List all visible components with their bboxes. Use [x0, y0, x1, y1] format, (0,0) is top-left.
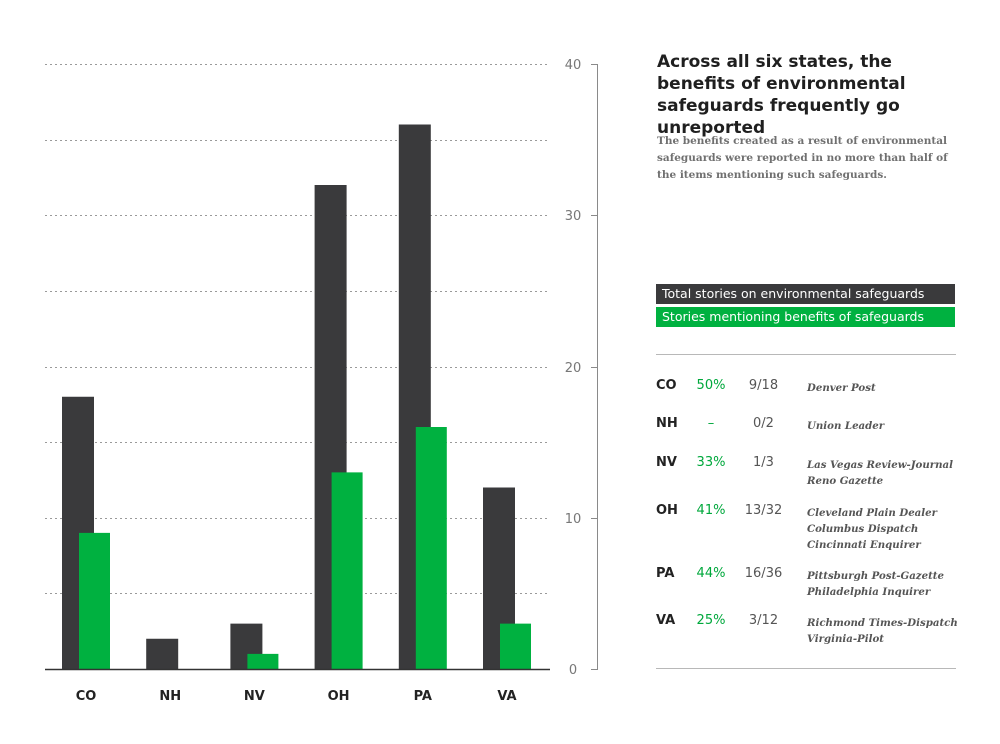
state-code: PA [656, 566, 675, 581]
legend-total-stories: Total stories on environmental safeguard… [656, 284, 955, 304]
legend-benefit-stories: Stories mentioning benefits of safeguard… [656, 307, 955, 327]
bar-benefit-nv [247, 653, 279, 669]
table-bottom-rule [656, 668, 956, 669]
newspaper-list: Las Vegas Review-Journal Reno Gazette [807, 457, 967, 489]
newspaper-list: Union Leader [807, 418, 967, 434]
story-fraction: 9/18 [748, 378, 779, 393]
benefit-percent: – [707, 416, 715, 431]
bar-benefit-va [500, 623, 531, 669]
state-code: VA [656, 613, 676, 628]
chart-title: Across all six states, the benefits of e… [657, 52, 906, 138]
chart-subtitle: The benefits created as a result of envi… [657, 135, 948, 181]
newspaper-name: Cincinnati Enquirer [807, 539, 921, 551]
state-code: CO [656, 378, 677, 393]
benefit-percent: 44% [696, 566, 726, 581]
benefit-percent: 41% [696, 503, 726, 518]
story-fraction: 1/3 [753, 455, 774, 470]
newspaper-name: Las Vegas Review-Journal [807, 459, 953, 471]
newspaper-name: Philadelphia Inquirer [807, 586, 931, 598]
bar-benefit-oh [331, 472, 363, 669]
story-fraction: 16/36 [744, 566, 783, 581]
x-tick-label: OH [328, 689, 350, 704]
state-code: NH [656, 416, 678, 431]
y-tick-label: 20 [565, 361, 582, 376]
bar-chart: 0 10 20 30 40 CO NH NV OH PA VA [45, 58, 598, 704]
story-fraction: 0/2 [753, 416, 774, 431]
story-fraction: 3/12 [748, 613, 779, 628]
newspaper-list: Pittsburgh Post-Gazette Philadelphia Inq… [807, 568, 967, 600]
bar-benefit-co [79, 532, 110, 669]
table-top-rule [656, 354, 956, 355]
x-tick-label: CO [76, 689, 97, 704]
x-tick-label: PA [414, 689, 432, 704]
gridlines [45, 64, 550, 594]
newspaper-name: Denver Post [807, 382, 876, 394]
y-tick-label: 40 [565, 58, 582, 73]
state-code: OH [656, 503, 678, 518]
bars [62, 124, 531, 669]
newspaper-name: Columbus Dispatch [807, 523, 919, 535]
newspaper-name: Reno Gazette [807, 475, 884, 487]
bar-total-nh [146, 638, 179, 669]
newspaper-name: Union Leader [807, 420, 885, 432]
bar-benefit-pa [415, 427, 447, 669]
state-code: NV [656, 455, 677, 470]
benefit-percent: 50% [696, 378, 726, 393]
x-tick-label: NH [159, 689, 181, 704]
story-fraction: 13/32 [744, 503, 783, 518]
newspaper-list: Denver Post [807, 380, 967, 396]
newspaper-list: Cleveland Plain Dealer Columbus Dispatch… [807, 505, 967, 553]
newspaper-name: Cleveland Plain Dealer [807, 507, 938, 519]
benefit-percent: 33% [696, 455, 726, 470]
y-tick-label: 0 [569, 663, 577, 678]
newspaper-name: Pittsburgh Post-Gazette [807, 570, 944, 582]
x-axis-labels: CO NH NV OH PA VA [76, 689, 517, 704]
x-tick-label: NV [244, 689, 265, 704]
newspaper-list: Richmond Times-Dispatch Virginia-Pilot [807, 615, 967, 647]
y-tick-label: 10 [565, 512, 582, 527]
newspaper-name: Virginia-Pilot [807, 633, 884, 645]
benefit-percent: 25% [696, 613, 726, 628]
x-tick-label: VA [497, 689, 516, 704]
newspaper-name: Richmond Times-Dispatch [807, 617, 958, 629]
y-tick-label: 30 [565, 209, 582, 224]
y-axis: 0 10 20 30 40 [45, 58, 598, 678]
